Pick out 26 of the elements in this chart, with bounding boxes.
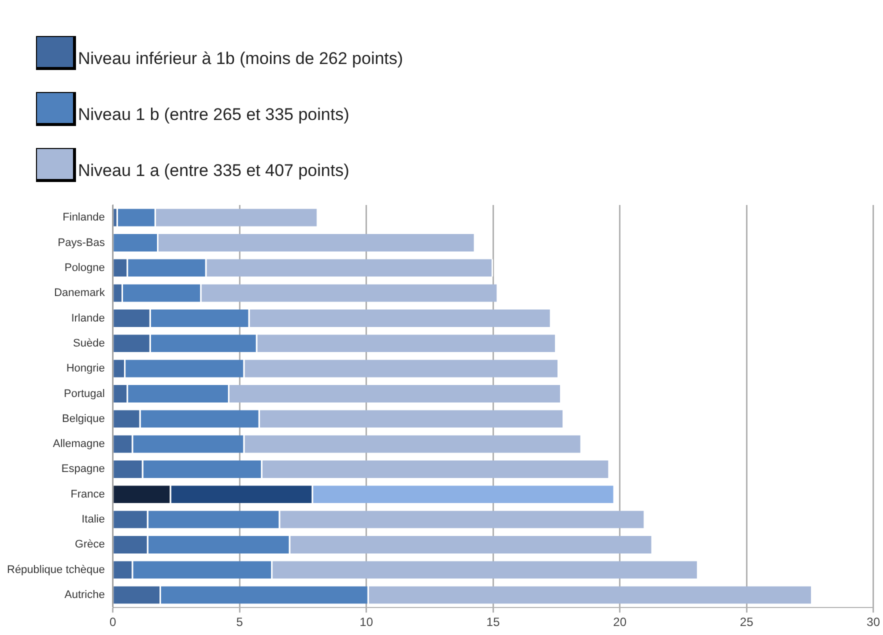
x-tick-label: 25 [740,615,754,630]
y-tick-label: Irlande [71,312,105,324]
x-tick-label: 10 [360,615,374,630]
x-tick-label: 30 [866,615,880,630]
y-tick-label: Hongrie [66,362,105,375]
x-tick-label: 0 [110,615,117,630]
y-tick-label: Espagne [61,463,105,476]
x-tick-label: 20 [613,615,627,630]
y-tick-label: Allemagne [52,438,105,450]
y-tick-label: Grèce [74,538,105,551]
y-tick-label: Suède [73,337,105,350]
y-tick-label: Pologne [64,262,105,274]
y-tick-label: République tchèque [6,564,105,576]
y-tick-label: Portugal [64,388,105,400]
y-tick-label: Finlande [62,212,105,224]
x-tick-label: 15 [486,615,500,630]
legend-label: Niveau 1 b (entre 265 et 335 points) [78,105,350,125]
y-tick-label: Autriche [64,589,105,602]
y-tick-label: Italie [82,514,105,526]
y-tick-label: Danemark [54,287,106,300]
legend-label: Niveau 1 a (entre 335 et 407 points) [78,161,350,181]
x-tick-label: 5 [236,615,244,630]
legend-label: Niveau inférieur à 1b (moins de 262 points) [78,49,404,69]
y-tick-label: Pays-Bas [58,236,106,249]
y-tick-label: Belgique [62,412,105,425]
y-tick-label: France [70,488,105,500]
